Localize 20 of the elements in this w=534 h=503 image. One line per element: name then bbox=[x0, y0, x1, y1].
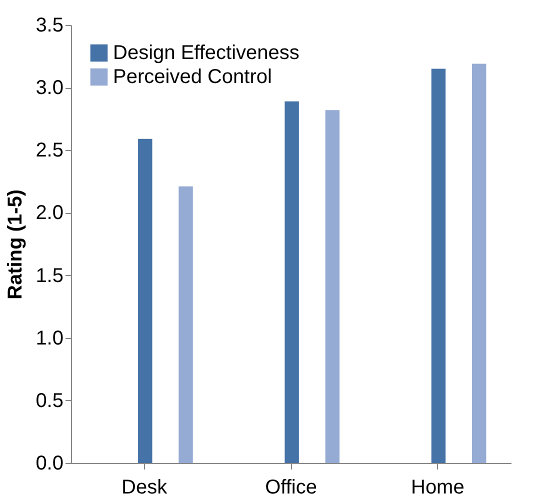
x-tick-label: Office bbox=[265, 476, 317, 498]
legend-label: Perceived Control bbox=[113, 66, 272, 88]
y-tick-label: 2.0 bbox=[36, 202, 64, 224]
bar bbox=[325, 110, 340, 463]
x-tick-label: Desk bbox=[122, 476, 168, 498]
legend-label: Design Effectiveness bbox=[113, 42, 300, 64]
bar bbox=[178, 186, 193, 463]
bar bbox=[284, 101, 299, 463]
y-tick-label: 3.0 bbox=[36, 77, 64, 100]
y-tick-label: 3.5 bbox=[36, 14, 64, 36]
bar bbox=[138, 138, 152, 463]
y-tick-label: 0.0 bbox=[36, 452, 64, 474]
x-tick-label: Home bbox=[410, 476, 464, 498]
y-tick-label: 0.5 bbox=[36, 390, 64, 412]
bar bbox=[431, 68, 446, 463]
y-axis-title: Rating (1-5) bbox=[4, 190, 27, 300]
bar bbox=[472, 64, 486, 463]
y-tick-label: 1.5 bbox=[36, 264, 64, 287]
y-tick-label: 1.0 bbox=[36, 327, 64, 350]
y-tick-label: 2.5 bbox=[36, 140, 64, 162]
